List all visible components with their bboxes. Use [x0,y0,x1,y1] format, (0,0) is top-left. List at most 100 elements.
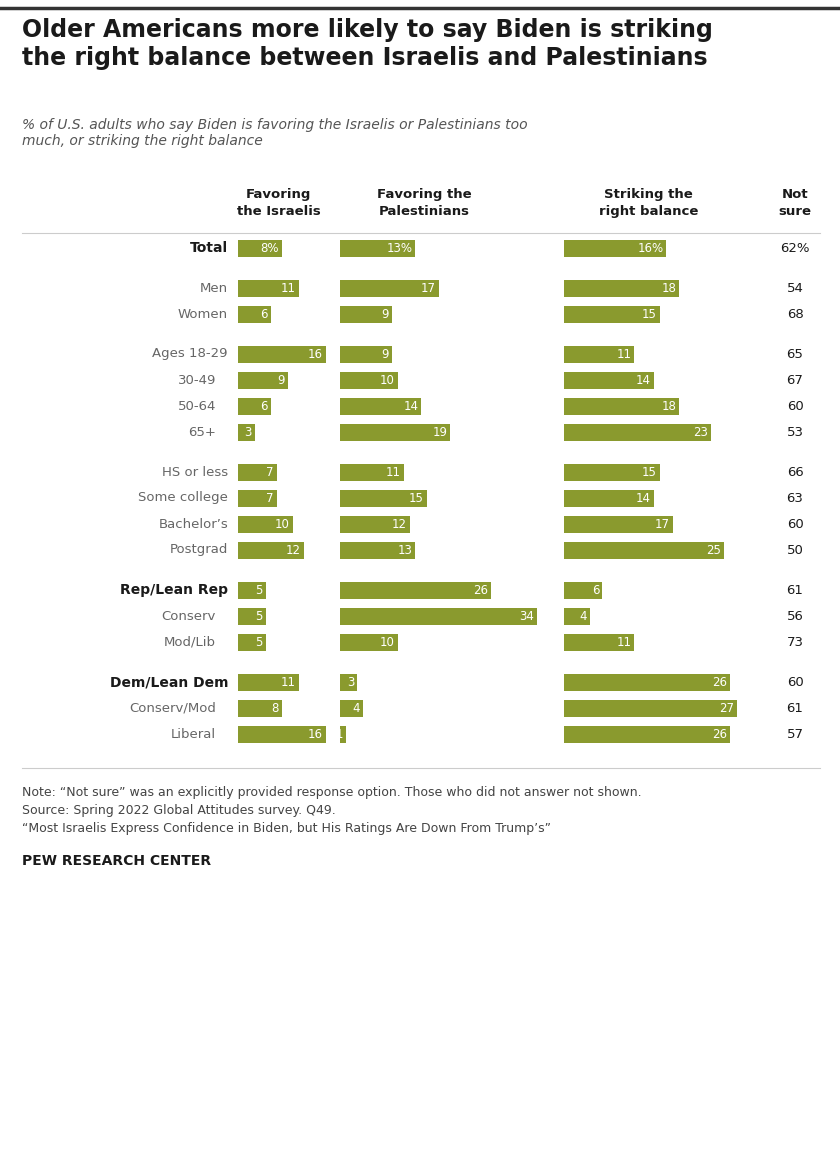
Bar [238,305,271,323]
Text: 6: 6 [592,583,600,596]
Text: 26: 26 [712,728,727,741]
Text: 9: 9 [381,308,389,321]
Bar [564,305,660,323]
Text: Postgrad: Postgrad [170,544,228,556]
Text: 12: 12 [391,518,407,531]
Bar [238,607,265,625]
Bar [340,424,450,440]
Bar [564,515,673,533]
Text: % of U.S. adults who say Biden is favoring the Israelis or Palestinians too
much: % of U.S. adults who say Biden is favori… [22,119,528,148]
Text: 1: 1 [335,728,343,741]
Text: 8%: 8% [260,242,279,255]
Text: 56: 56 [786,609,803,622]
Text: 53: 53 [786,425,804,439]
Text: Conserv: Conserv [161,609,216,622]
Bar [340,398,421,414]
Text: 61: 61 [786,702,803,715]
Text: Bachelor’s: Bachelor’s [158,518,228,531]
Bar [564,490,654,506]
Text: 8: 8 [271,702,279,715]
Text: 62%: 62% [780,242,810,255]
Bar [238,398,271,414]
Text: Favoring the
Palestinians: Favoring the Palestinians [376,188,471,218]
Text: Women: Women [178,308,228,321]
Text: 18: 18 [661,399,676,412]
Text: 17: 17 [655,518,669,531]
Bar [340,515,410,533]
Text: 11: 11 [281,282,296,295]
Bar [564,726,731,742]
Text: 6: 6 [260,308,268,321]
Text: Some college: Some college [138,492,228,505]
Text: Source: Spring 2022 Global Attitudes survey. Q49.: Source: Spring 2022 Global Attitudes sur… [22,804,336,817]
Text: 11: 11 [617,635,632,648]
Bar [340,345,392,363]
Bar [564,581,602,599]
Text: Men: Men [200,282,228,295]
Bar [340,305,392,323]
Text: Older Americans more likely to say Biden is striking
the right balance between I: Older Americans more likely to say Biden… [22,18,713,69]
Bar [564,398,680,414]
Bar [564,634,634,650]
Text: 66: 66 [786,466,803,479]
Text: 26: 26 [712,675,727,688]
Bar [340,634,398,650]
Bar [238,674,298,690]
Text: Striking the
right balance: Striking the right balance [599,188,698,218]
Text: 68: 68 [786,308,803,321]
Bar [238,424,255,440]
Bar [564,424,711,440]
Text: Conserv/Mod: Conserv/Mod [129,702,216,715]
Text: 61: 61 [786,583,803,596]
Bar [340,581,491,599]
Text: Ages 18-29: Ages 18-29 [153,348,228,360]
Text: 60: 60 [786,675,803,688]
Text: 16: 16 [308,348,323,360]
Text: 60: 60 [786,399,803,412]
Bar [340,541,416,559]
Text: 65: 65 [786,348,803,360]
Text: 16%: 16% [638,242,664,255]
Text: 27: 27 [719,702,734,715]
Text: 25: 25 [706,544,721,556]
Bar [238,345,326,363]
Text: 67: 67 [786,373,803,386]
Bar [340,239,416,256]
Text: Total: Total [190,241,228,255]
Text: 5: 5 [255,635,263,648]
Bar [238,726,326,742]
Text: 23: 23 [693,425,708,439]
Bar [340,700,363,716]
Bar [564,541,724,559]
Text: 60: 60 [786,518,803,531]
Bar [238,464,276,480]
Text: 26: 26 [473,583,488,596]
Text: 17: 17 [421,282,436,295]
Text: Dem/Lean Dem: Dem/Lean Dem [109,675,228,689]
Text: 14: 14 [636,373,651,386]
Bar [238,634,265,650]
Text: 65+: 65+ [188,425,216,439]
Text: 15: 15 [409,492,424,505]
Text: 10: 10 [276,518,290,531]
Text: 14: 14 [636,492,651,505]
Text: 30-49: 30-49 [177,373,216,386]
Bar [238,279,298,297]
Text: “Most Israelis Express Confidence in Biden, but His Ratings Are Down From Trump’: “Most Israelis Express Confidence in Bid… [22,822,551,835]
Text: 11: 11 [281,675,296,688]
Text: HS or less: HS or less [162,466,228,479]
Bar [564,464,660,480]
Bar [564,674,731,690]
Text: 9: 9 [277,373,285,386]
Bar [564,700,737,716]
Text: 4: 4 [579,609,586,622]
Text: Liberal: Liberal [171,728,216,741]
Text: 11: 11 [617,348,632,360]
Bar [340,607,538,625]
Text: Favoring
the Israelis: Favoring the Israelis [237,188,320,218]
Text: PEW RESEARCH CENTER: PEW RESEARCH CENTER [22,853,211,868]
Bar [238,490,276,506]
Text: Not
sure: Not sure [779,188,811,218]
Bar [340,726,346,742]
Bar [238,515,293,533]
